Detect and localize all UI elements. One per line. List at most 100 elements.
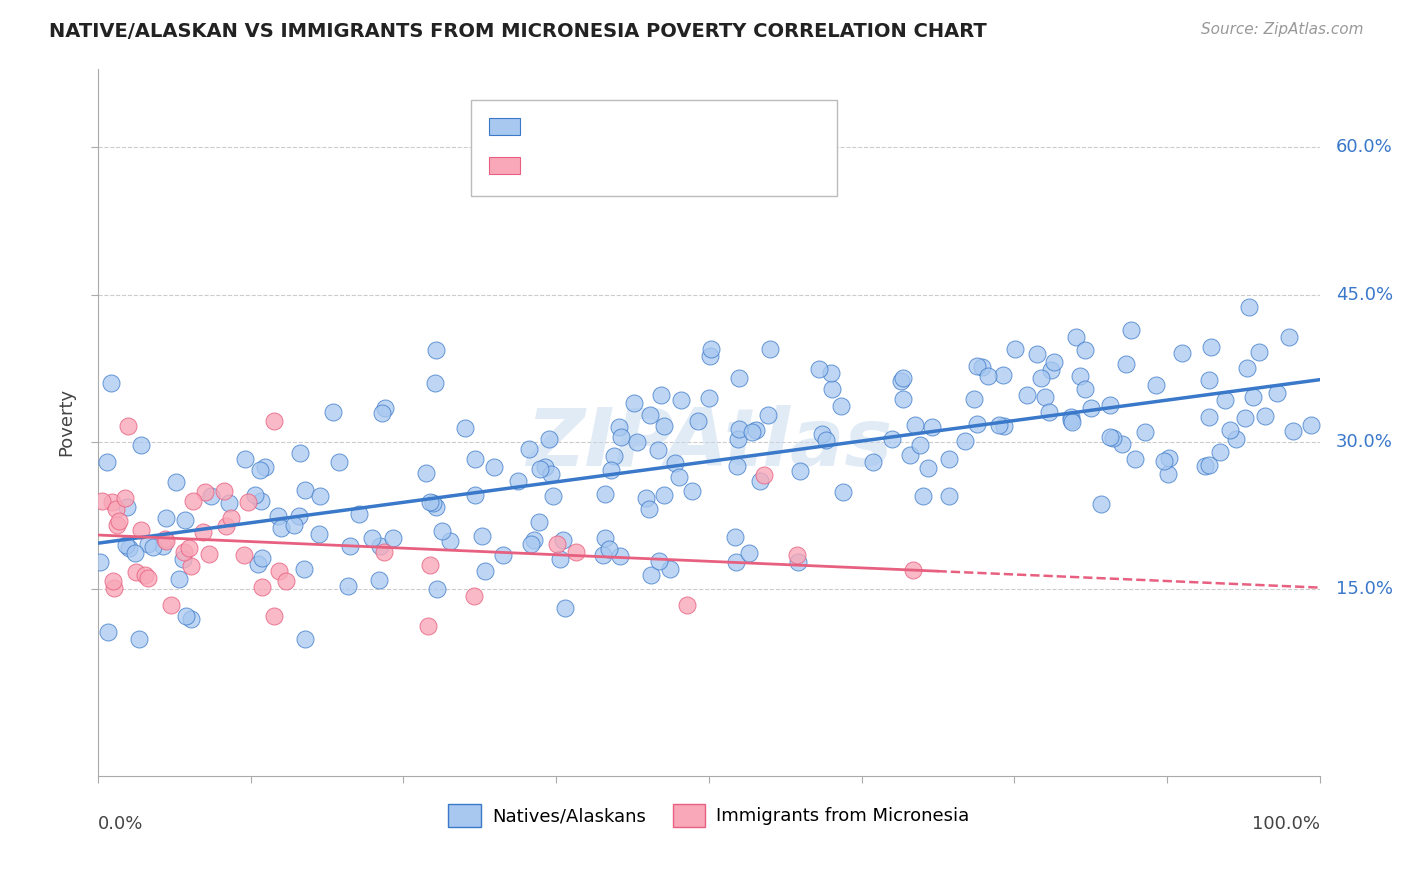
- Point: [89, 555, 111, 569]
- Text: N = 200: N = 200: [654, 117, 741, 136]
- Point: [745, 423, 768, 437]
- Point: [415, 466, 437, 480]
- Point: [966, 359, 988, 373]
- Point: [786, 548, 808, 562]
- Point: [252, 551, 274, 566]
- Point: [993, 419, 1015, 434]
- Point: [128, 632, 150, 646]
- Point: [1199, 340, 1222, 354]
- Text: 60.0%: 60.0%: [1336, 138, 1392, 156]
- Point: [789, 464, 811, 478]
- Point: [686, 414, 709, 428]
- Point: [1234, 411, 1257, 425]
- Point: [136, 571, 159, 585]
- Point: [697, 391, 720, 405]
- Legend: Natives/Alaskans, Immigrants from Micronesia: Natives/Alaskans, Immigrants from Micron…: [441, 797, 977, 834]
- Point: [700, 342, 723, 356]
- Point: [1153, 454, 1175, 468]
- Point: [471, 529, 494, 543]
- Point: [368, 539, 391, 553]
- Point: [288, 509, 311, 524]
- Point: [1017, 387, 1039, 401]
- Point: [276, 574, 298, 588]
- Point: [908, 438, 931, 452]
- Point: [626, 435, 648, 450]
- Point: [108, 514, 131, 528]
- Point: [882, 432, 904, 446]
- Point: [593, 486, 616, 500]
- Point: [484, 460, 506, 475]
- Point: [263, 609, 285, 624]
- Point: [506, 474, 529, 488]
- Point: [308, 527, 330, 541]
- Text: NATIVE/ALASKAN VS IMMIGRANTS FROM MICRONESIA POVERTY CORRELATION CHART: NATIVE/ALASKAN VS IMMIGRANTS FROM MICRON…: [49, 22, 987, 41]
- Point: [322, 405, 344, 419]
- Point: [1278, 330, 1301, 344]
- Point: [517, 442, 540, 457]
- Point: [328, 455, 350, 469]
- Point: [1042, 354, 1064, 368]
- Point: [131, 438, 153, 452]
- Point: [233, 549, 256, 563]
- Point: [1198, 458, 1220, 473]
- Point: [267, 509, 290, 524]
- Point: [664, 456, 686, 470]
- Point: [263, 414, 285, 428]
- Point: [609, 549, 631, 563]
- Point: [1074, 382, 1097, 396]
- Text: 100.0%: 100.0%: [1251, 815, 1320, 833]
- Point: [600, 463, 623, 477]
- Point: [565, 544, 588, 558]
- Point: [96, 455, 118, 469]
- Point: [142, 540, 165, 554]
- Point: [129, 523, 152, 537]
- Point: [658, 562, 681, 576]
- Point: [419, 494, 441, 508]
- Point: [117, 418, 139, 433]
- Point: [180, 611, 202, 625]
- Point: [681, 484, 703, 499]
- Point: [523, 533, 546, 547]
- Point: [1219, 423, 1241, 437]
- Point: [963, 392, 986, 406]
- Point: [891, 392, 914, 406]
- Point: [738, 546, 761, 560]
- Point: [1133, 425, 1156, 440]
- Point: [117, 500, 139, 515]
- Point: [1123, 451, 1146, 466]
- Point: [1198, 410, 1220, 425]
- Point: [104, 502, 127, 516]
- Point: [1254, 409, 1277, 423]
- Point: [114, 491, 136, 506]
- Point: [1198, 373, 1220, 387]
- Point: [647, 442, 669, 457]
- Point: [422, 496, 444, 510]
- Point: [339, 539, 361, 553]
- Point: [100, 376, 122, 390]
- Point: [219, 511, 242, 525]
- Point: [152, 540, 174, 554]
- Point: [862, 455, 884, 469]
- Point: [520, 537, 543, 551]
- Point: [249, 463, 271, 477]
- Point: [540, 467, 562, 481]
- Point: [425, 500, 447, 514]
- Point: [1299, 417, 1322, 432]
- Point: [368, 573, 391, 587]
- Point: [623, 396, 645, 410]
- FancyBboxPatch shape: [489, 118, 520, 136]
- Point: [426, 582, 449, 597]
- Point: [1213, 392, 1236, 407]
- Point: [723, 530, 745, 544]
- Point: [911, 489, 934, 503]
- Point: [1111, 437, 1133, 451]
- Point: [474, 565, 496, 579]
- Point: [167, 572, 190, 586]
- Point: [1241, 390, 1264, 404]
- Point: [891, 371, 914, 385]
- Point: [598, 541, 620, 556]
- Point: [1098, 430, 1121, 444]
- Point: [1038, 404, 1060, 418]
- Point: [904, 417, 927, 432]
- Point: [117, 541, 139, 555]
